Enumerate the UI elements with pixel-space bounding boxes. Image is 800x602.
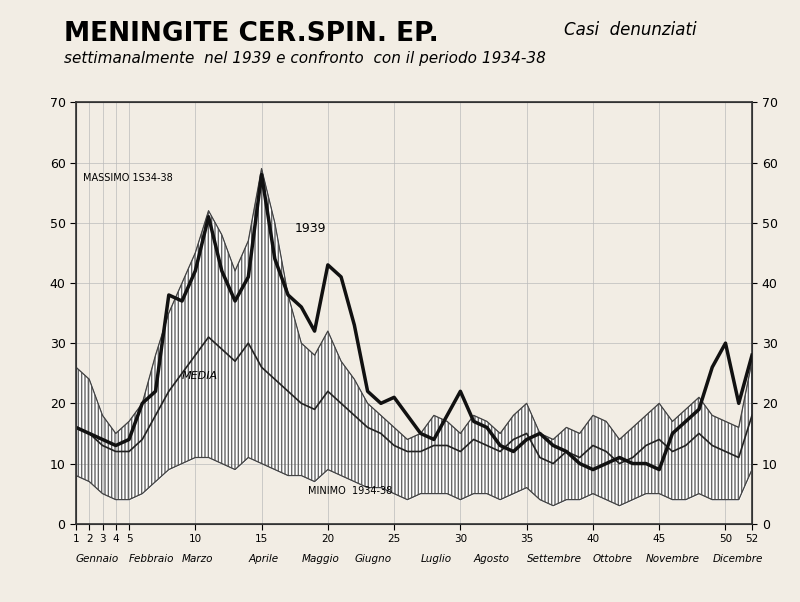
Text: MENINGITE CER.SPIN. EP.: MENINGITE CER.SPIN. EP. — [64, 21, 438, 47]
Text: Aprile: Aprile — [248, 554, 278, 564]
Text: Marzo: Marzo — [182, 554, 214, 564]
Text: Luglio: Luglio — [421, 554, 452, 564]
Text: Febbraio: Febbraio — [129, 554, 174, 564]
Text: MEDIA: MEDIA — [182, 371, 218, 381]
Text: Settembre: Settembre — [526, 554, 582, 564]
Text: Ottobre: Ottobre — [593, 554, 633, 564]
Text: 1939: 1939 — [294, 222, 326, 235]
Text: Maggio: Maggio — [302, 554, 339, 564]
Text: Dicembre: Dicembre — [712, 554, 762, 564]
Text: Agosto: Agosto — [474, 554, 510, 564]
Text: Giugno: Giugno — [354, 554, 391, 564]
Text: Casi  denunziati: Casi denunziati — [564, 21, 697, 39]
Text: Novembre: Novembre — [646, 554, 700, 564]
Text: Gennaio: Gennaio — [76, 554, 119, 564]
Text: settimanalmente  nel 1939 e confronto  con il periodo 1934-38: settimanalmente nel 1939 e confronto con… — [64, 51, 546, 66]
Text: MASSIMO 1S34-38: MASSIMO 1S34-38 — [82, 173, 172, 182]
Text: MINIMO  1934-38: MINIMO 1934-38 — [308, 486, 392, 495]
